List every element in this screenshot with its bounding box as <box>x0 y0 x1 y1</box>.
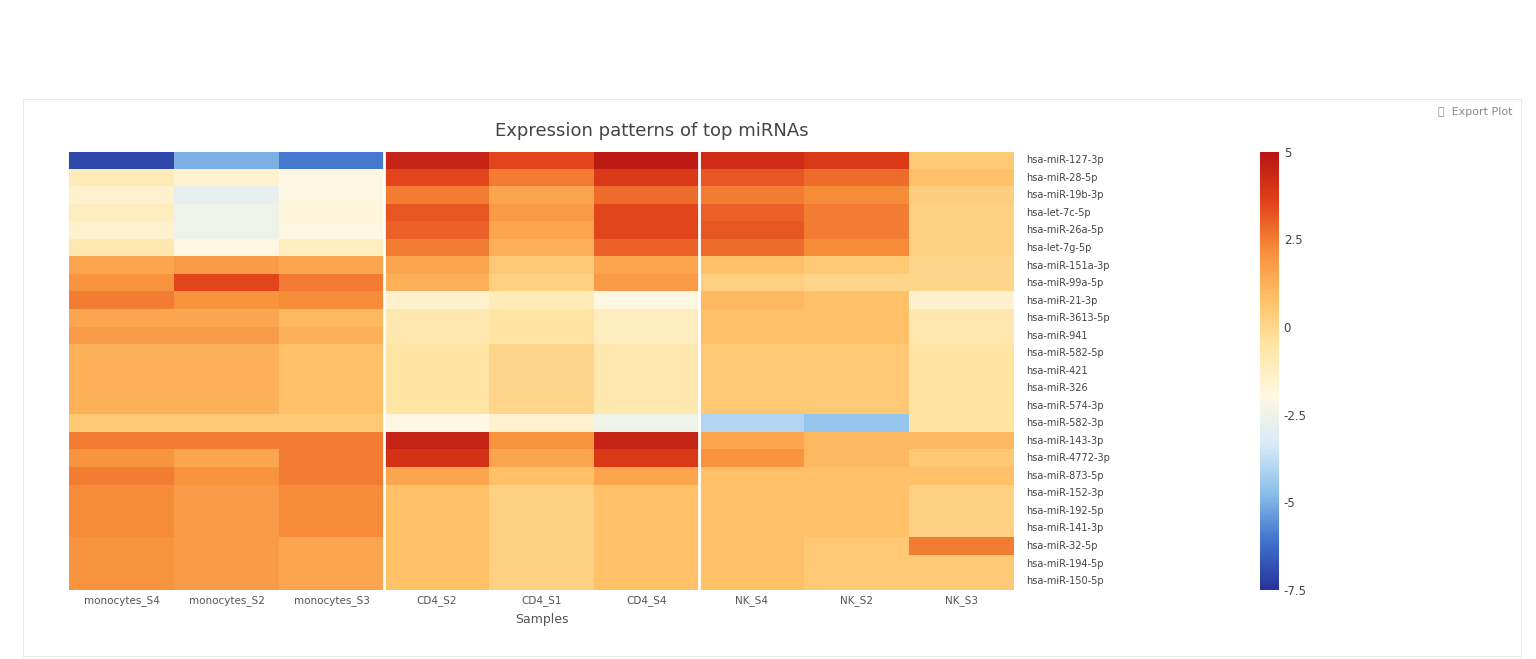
Text: hsa-miR-152-3p: hsa-miR-152-3p <box>1026 488 1104 498</box>
Text: hsa-miR-143-3p: hsa-miR-143-3p <box>1026 436 1104 445</box>
Text: hsa-let-7g-5p: hsa-let-7g-5p <box>1026 243 1092 253</box>
Text: hsa-miR-941: hsa-miR-941 <box>1026 331 1087 341</box>
Text: hsa-miR-151a-3p: hsa-miR-151a-3p <box>1026 260 1111 270</box>
Text: hsa-miR-192-5p: hsa-miR-192-5p <box>1026 506 1104 516</box>
Text: hsa-miR-32-5p: hsa-miR-32-5p <box>1026 541 1098 551</box>
Text: hsa-miR-582-3p: hsa-miR-582-3p <box>1026 418 1104 428</box>
Text: hsa-miR-28-5p: hsa-miR-28-5p <box>1026 173 1098 183</box>
Text: hsa-miR-150-5p: hsa-miR-150-5p <box>1026 576 1104 586</box>
Text: hsa-miR-99a-5p: hsa-miR-99a-5p <box>1026 278 1104 288</box>
Text: hsa-miR-421: hsa-miR-421 <box>1026 366 1087 376</box>
Text: hsa-let-7c-5p: hsa-let-7c-5p <box>1026 208 1091 218</box>
Text: hsa-miR-582-5p: hsa-miR-582-5p <box>1026 348 1104 358</box>
Text: hsa-miR-19b-3p: hsa-miR-19b-3p <box>1026 190 1104 200</box>
X-axis label: Samples: Samples <box>515 614 568 626</box>
Text: ⤓  Export Plot: ⤓ Export Plot <box>1438 107 1513 117</box>
Text: hsa-miR-3613-5p: hsa-miR-3613-5p <box>1026 313 1111 323</box>
Text: hsa-miR-326: hsa-miR-326 <box>1026 384 1087 393</box>
Text: hsa-miR-127-3p: hsa-miR-127-3p <box>1026 156 1104 165</box>
Text: hsa-miR-26a-5p: hsa-miR-26a-5p <box>1026 225 1104 235</box>
Text: hsa-miR-873-5p: hsa-miR-873-5p <box>1026 471 1104 481</box>
Text: hsa-miR-141-3p: hsa-miR-141-3p <box>1026 523 1104 533</box>
Text: Expression patterns of top miRNAs: Expression patterns of top miRNAs <box>495 122 809 140</box>
Text: hsa-miR-4772-3p: hsa-miR-4772-3p <box>1026 453 1111 463</box>
Text: hsa-miR-194-5p: hsa-miR-194-5p <box>1026 559 1104 569</box>
Text: hsa-miR-21-3p: hsa-miR-21-3p <box>1026 296 1098 306</box>
Text: hsa-miR-574-3p: hsa-miR-574-3p <box>1026 401 1104 411</box>
